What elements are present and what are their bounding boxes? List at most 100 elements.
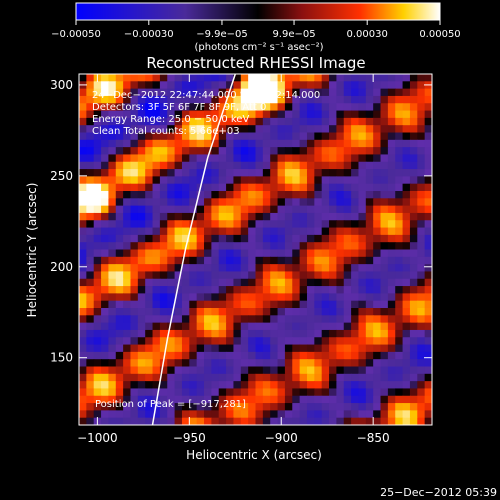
heatmap-cell <box>189 88 198 97</box>
heatmap-cell <box>292 103 301 112</box>
heatmap-cell <box>329 293 337 302</box>
heatmap-cell <box>365 300 374 309</box>
heatmap-cell <box>292 351 301 360</box>
heatmap-cell <box>137 410 146 419</box>
heatmap-cell <box>196 315 205 324</box>
heatmap-cell <box>277 234 286 243</box>
heatmap-cell <box>329 110 337 119</box>
heatmap-cell <box>306 139 315 148</box>
heatmap-cell <box>417 395 426 404</box>
heatmap-cell <box>255 278 264 287</box>
heatmap-cell <box>255 176 264 185</box>
heatmap-cell <box>101 264 110 273</box>
heatmap-cell <box>380 132 389 141</box>
heatmap-cell <box>321 359 330 368</box>
heatmap-cell <box>101 220 110 229</box>
heatmap-cell <box>159 125 168 134</box>
heatmap-cell <box>306 395 315 404</box>
heatmap-cell <box>373 410 382 419</box>
heatmap-cell <box>152 271 161 280</box>
heatmap-cell <box>108 264 117 273</box>
heatmap-cell <box>79 74 87 82</box>
heatmap-cell <box>292 249 301 258</box>
heatmap-cell <box>343 264 352 273</box>
colorbar-tick-label: 9.9e−05 <box>272 29 315 40</box>
heatmap-cell <box>174 139 183 148</box>
heatmap-cell <box>226 176 235 185</box>
heatmap-cell <box>137 242 146 251</box>
heatmap-cell <box>174 110 183 119</box>
heatmap-cell <box>159 205 168 214</box>
heatmap-cell <box>270 110 279 119</box>
heatmap-cell <box>93 344 102 353</box>
heatmap-cell <box>387 322 396 331</box>
heatmap-cell <box>351 176 360 185</box>
heatmap-cell <box>248 88 257 97</box>
heatmap-cell <box>351 256 360 265</box>
heatmap-cell <box>306 249 315 258</box>
heatmap-cell <box>409 220 418 229</box>
heatmap-cell <box>115 344 124 353</box>
heatmap-cell <box>108 410 117 419</box>
heatmap-cell <box>402 417 411 425</box>
heatmap-cell <box>204 286 212 294</box>
annotation-energy-range: Energy Range: 25.0 − 50.0 keV <box>92 114 249 125</box>
heatmap-cell <box>380 293 389 302</box>
heatmap-cell <box>380 198 389 207</box>
heatmap-cell <box>233 205 242 214</box>
heatmap-cell <box>181 117 190 126</box>
heatmap-cell <box>174 117 183 126</box>
heatmap-cell <box>409 322 418 331</box>
heatmap-cell <box>292 154 301 163</box>
heatmap-cell <box>395 359 404 368</box>
heatmap-cell <box>255 74 264 82</box>
heatmap-cell <box>196 278 205 287</box>
heatmap-cell <box>336 125 345 134</box>
heatmap-cell <box>262 410 271 419</box>
heatmap-cell <box>292 88 301 97</box>
heatmap-cell <box>380 242 389 251</box>
heatmap-cell <box>204 329 212 338</box>
heatmap-cell <box>395 88 404 97</box>
heatmap-cell <box>343 103 352 112</box>
heatmap-cell <box>218 373 227 382</box>
heatmap-cell <box>336 95 345 104</box>
heatmap-cell <box>351 161 360 170</box>
heatmap-cell <box>284 242 293 251</box>
heatmap-cell <box>101 249 110 258</box>
heatmap-cell <box>167 191 176 199</box>
heatmap-cell <box>123 139 132 148</box>
heatmap-cell <box>218 359 227 368</box>
heatmap-cell <box>79 183 87 192</box>
heatmap-cell <box>409 154 418 163</box>
heatmap-cell <box>93 227 102 236</box>
heatmap-cell <box>233 249 242 258</box>
heatmap-cell <box>402 132 411 141</box>
heatmap-cell <box>358 95 367 104</box>
heatmap-cell <box>255 366 264 375</box>
heatmap-cell <box>299 337 308 346</box>
heatmap-cell <box>343 351 352 360</box>
heatmap-cell <box>424 286 432 294</box>
heatmap-cell <box>123 125 132 134</box>
heatmap-cell <box>204 278 212 287</box>
heatmap-cell <box>93 337 102 346</box>
heatmap-cell <box>358 395 367 404</box>
heatmap-cell <box>123 359 132 368</box>
heatmap-cell <box>314 242 323 251</box>
heatmap-cell <box>409 373 418 382</box>
heatmap-cell <box>233 169 242 177</box>
heatmap-cell <box>395 329 404 338</box>
heatmap-cell <box>240 293 249 302</box>
heatmap-cell <box>351 388 360 397</box>
heatmap-cell <box>86 344 95 353</box>
heatmap-cell <box>108 271 117 280</box>
heatmap-cell <box>402 381 411 390</box>
heatmap-cell <box>204 359 212 368</box>
heatmap-cell <box>167 286 176 294</box>
heatmap-cell <box>189 278 198 287</box>
heatmap-cell <box>181 227 190 236</box>
heatmap-cell <box>314 344 323 353</box>
heatmap-cell <box>211 161 220 170</box>
heatmap-cell <box>299 249 308 258</box>
